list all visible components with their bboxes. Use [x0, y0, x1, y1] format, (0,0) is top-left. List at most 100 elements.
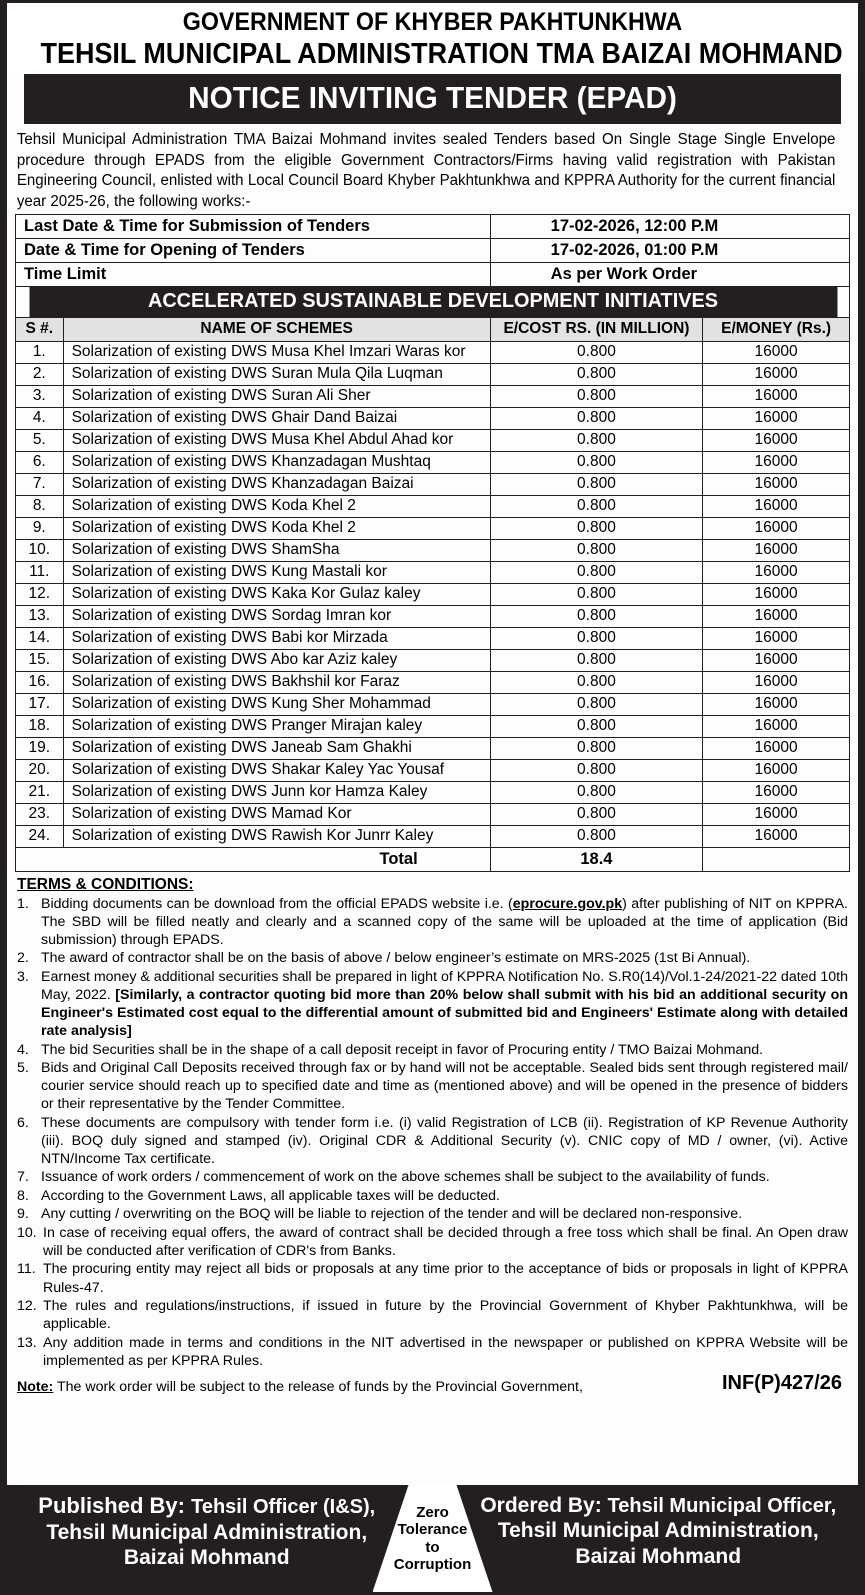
- scheme-serial: 24.: [15, 824, 64, 848]
- table-row: 7. Solarization of existing DWS Khanzadag…: [15, 472, 850, 496]
- column-header-row: S #. NAME OF SCHEMES E/COST RS. (IN MILL…: [15, 316, 850, 342]
- scheme-name: Solarization of existing DWS Janeab Sam …: [62, 736, 491, 760]
- term-item: 1. Bidding documents can be download from…: [17, 895, 848, 949]
- scheme-serial: 19.: [15, 736, 64, 760]
- scheme-estimated-cost: 0.800: [489, 428, 704, 452]
- seal-line-2: Tolerance: [397, 1521, 468, 1539]
- term-number: 1.: [17, 895, 29, 912]
- scheme-serial: 17.: [15, 692, 64, 716]
- term-item: 6. These documents are compulsory with te…: [17, 1114, 848, 1168]
- table-row: 4. Solarization of existing DWS Ghair Dan…: [15, 406, 850, 430]
- published-by-line2: Tehsil Municipal Administration,: [46, 1520, 368, 1544]
- document-footer: Published By: Tehsil Officer (I&S), Tehs…: [7, 1482, 858, 1592]
- scheme-serial: 9.: [15, 516, 64, 540]
- table-row: 9. Solarization of existing DWS Koda Khel…: [15, 516, 850, 540]
- total-label: Total: [15, 846, 491, 872]
- scheme-serial: 21.: [15, 780, 64, 804]
- table-row: 6. Solarization of existing DWS Khanzadag…: [15, 450, 850, 474]
- scheme-serial: 13.: [15, 604, 64, 628]
- table-row: 2. Solarization of existing DWS Suran Mul…: [15, 362, 850, 386]
- scheme-serial: 10.: [15, 538, 64, 562]
- time-limit-value: As per Work Order: [489, 261, 851, 287]
- term-item: 10. In case of receiving equal offers, th…: [17, 1224, 848, 1260]
- scheme-name: Solarization of existing DWS Babi kor Mi…: [62, 626, 491, 650]
- scheme-estimated-cost: 0.800: [489, 824, 704, 848]
- scheme-earnest-money: 16000: [702, 472, 850, 496]
- scheme-name: Solarization of existing DWS Junn kor Ha…: [62, 780, 491, 804]
- scheme-earnest-money: 16000: [702, 802, 850, 826]
- info-table: Last Date & Time for Submission of Tende…: [15, 213, 851, 872]
- department-title: TEHSIL MUNICIPAL ADMINISTRATION TMA BAIZ…: [40, 38, 843, 70]
- scheme-name: Solarization of existing DWS Khanzadagan…: [62, 472, 491, 496]
- scheme-estimated-cost: 0.800: [489, 626, 704, 650]
- scheme-name: Solarization of existing DWS Musa Khel I…: [62, 340, 491, 364]
- scheme-serial: 8.: [15, 494, 64, 518]
- term-text: The award of contractor shall be on the …: [41, 950, 751, 967]
- scheme-estimated-cost: 0.800: [489, 516, 704, 540]
- scheme-estimated-cost: 0.800: [489, 802, 704, 826]
- scheme-name: Solarization of existing DWS Pranger Mir…: [62, 714, 491, 738]
- submission-deadline-label: Last Date & Time for Submission of Tende…: [15, 213, 491, 239]
- scheme-earnest-money: 16000: [702, 516, 850, 540]
- scheme-earnest-money: 16000: [702, 824, 850, 848]
- table-row: 11. Solarization of existing DWS Kung Mas…: [15, 560, 850, 584]
- section-band-row: ACCELERATED SUSTAINABLE DEVELOPMENT INIT…: [16, 285, 850, 318]
- note-body: The work order will be subject to the re…: [53, 1379, 583, 1396]
- total-cost-value: 18.4: [489, 846, 704, 872]
- ordered-by-prefix: Ordered By:: [480, 1494, 602, 1517]
- term-emphasis: [Similarly, a contractor quoting bid mor…: [41, 987, 849, 1040]
- scheme-name: Solarization of existing DWS Koda Khel 2: [62, 494, 491, 518]
- term-item: 12. The rules and regulations/instruction…: [17, 1297, 848, 1333]
- term-text: Any addition made in terms and condition…: [43, 1334, 848, 1369]
- scheme-earnest-money: 16000: [702, 714, 850, 738]
- scheme-earnest-money: 16000: [702, 604, 850, 628]
- scheme-earnest-money: 16000: [702, 362, 850, 386]
- table-row: Last Date & Time for Submission of Tende…: [15, 213, 851, 239]
- scheme-estimated-cost: 0.800: [489, 450, 704, 474]
- scheme-serial: 18.: [15, 714, 64, 738]
- scheme-earnest-money: 16000: [702, 648, 850, 672]
- seal-line-1: Zero: [416, 1503, 449, 1521]
- term-number: 12.: [17, 1298, 37, 1315]
- scheme-name: Solarization of existing DWS Kung Sher M…: [62, 692, 491, 716]
- table-row: 19. Solarization of existing DWS Janeab S…: [15, 736, 850, 760]
- scheme-serial: 4.: [15, 406, 64, 430]
- table-row: 1. Solarization of existing DWS Musa Khel…: [15, 340, 850, 364]
- term-item: 9. Any cutting / overwriting on the BOQ w…: [17, 1205, 848, 1223]
- term-item: 3. Earnest money & additional securities …: [17, 968, 848, 1040]
- scheme-earnest-money: 16000: [702, 626, 850, 650]
- submission-deadline-value: 17-02-2026, 12:00 P.M: [489, 213, 851, 239]
- scheme-rows-body: 1. Solarization of existing DWS Musa Khel…: [15, 340, 850, 848]
- opening-datetime-value: 17-02-2026, 01:00 P.M: [489, 237, 851, 263]
- table-row: 15. Solarization of existing DWS Abo kar …: [15, 648, 850, 672]
- scheme-earnest-money: 16000: [702, 692, 850, 716]
- scheme-earnest-money: 16000: [702, 758, 850, 782]
- scheme-serial: 1.: [15, 340, 64, 364]
- terms-section: TERMS & CONDITIONS: 1. Bidding documents …: [7, 872, 858, 1370]
- table-row: 13. Solarization of existing DWS Sordag I…: [15, 604, 850, 628]
- term-text: Bidding documents can be download from t…: [41, 895, 849, 948]
- scheme-earnest-money: 16000: [702, 780, 850, 804]
- col-header-cost: E/COST RS. (IN MILLION): [489, 316, 704, 342]
- total-body: Total 18.4: [15, 846, 850, 872]
- scheme-earnest-money: 16000: [702, 494, 850, 518]
- scheme-name: Solarization of existing DWS ShamSha: [62, 538, 491, 562]
- term-text: The bid Securities shall be in the shape…: [41, 1041, 764, 1058]
- scheme-name: Solarization of existing DWS Musa Khel A…: [62, 428, 491, 452]
- scheme-name: Solarization of existing DWS Abo kar Azi…: [62, 648, 491, 672]
- terms-title: TERMS & CONDITIONS:: [17, 875, 194, 893]
- scheme-earnest-money: 16000: [702, 538, 850, 562]
- scheme-estimated-cost: 0.800: [489, 714, 704, 738]
- scheme-earnest-money: 16000: [702, 582, 850, 606]
- col-header-serial: S #.: [15, 316, 64, 342]
- total-row: Total 18.4: [15, 846, 850, 872]
- intro-paragraph: Tehsil Municipal Administration TMA Baiz…: [16, 131, 836, 210]
- published-by-line3: Baizai Mohmand: [123, 1546, 290, 1570]
- published-by-value: Tehsil Officer (I&S),: [191, 1496, 376, 1518]
- scheme-estimated-cost: 0.800: [489, 692, 704, 716]
- terms-list: 1. Bidding documents can be download from…: [17, 895, 848, 1370]
- note-label: Note:: [17, 1379, 54, 1396]
- eprocure-link[interactable]: eprocure.gov.pk: [512, 895, 623, 912]
- seal-line-4: Corruption: [393, 1555, 472, 1573]
- term-number: 7.: [17, 1169, 29, 1186]
